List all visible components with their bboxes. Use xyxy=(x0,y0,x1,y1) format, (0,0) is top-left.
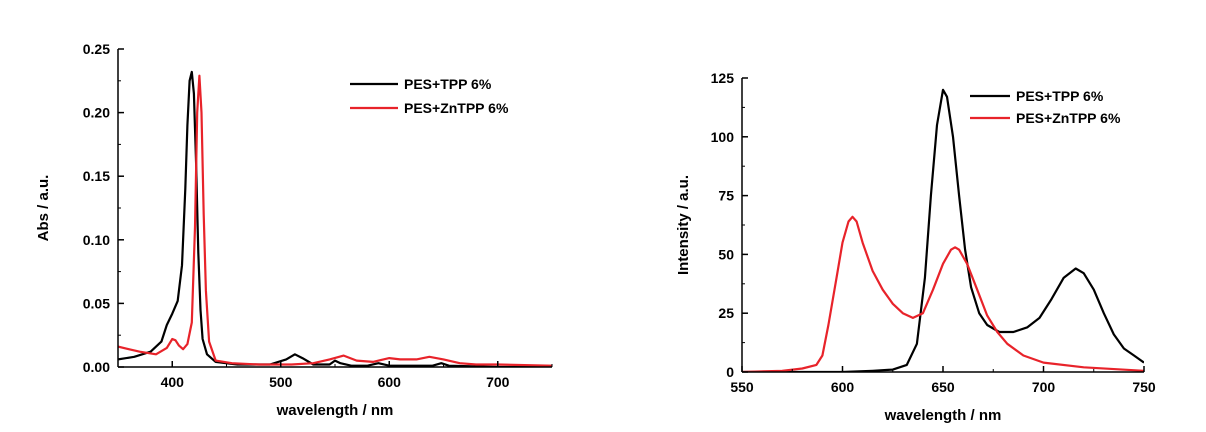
x-tick-label: 700 xyxy=(1032,379,1056,395)
x-tick-label: 650 xyxy=(931,379,955,395)
x-axis-label: wavelength / nm xyxy=(276,402,394,419)
x-axis-label: wavelength / nm xyxy=(884,407,1002,424)
x-tick-label: 700 xyxy=(486,374,510,390)
series-line-1 xyxy=(118,74,552,367)
y-tick-label: 0.25 xyxy=(83,41,110,57)
y-tick-label: 0.20 xyxy=(83,105,110,121)
legend-label-1: PES+ZnTPP 6% xyxy=(404,100,509,116)
series-line-0 xyxy=(742,88,1144,372)
y-tick-label: 125 xyxy=(711,70,735,86)
emission-chart: 550 600 650 700 750 0 25 50 75 100 125 wavelength /… xyxy=(675,70,1156,424)
legend-label-0: PES+TPP 6% xyxy=(404,76,492,92)
x-tick-label: 550 xyxy=(730,379,754,395)
y-tick-label: 0.05 xyxy=(83,295,110,311)
y-tick-label: 75 xyxy=(718,188,734,204)
y-tick-label: 0.10 xyxy=(83,232,110,248)
x-tick-label: 400 xyxy=(161,374,185,390)
y-axis-label: Abs / a.u. xyxy=(35,175,52,242)
x-tick-label: 600 xyxy=(831,379,855,395)
x-tick-label: 500 xyxy=(269,374,293,390)
y-tick-label: 0.15 xyxy=(83,168,110,184)
y-tick-label: 50 xyxy=(718,246,734,262)
y-axis-label: Intensity / a.u. xyxy=(675,175,692,275)
legend-label-0: PES+TPP 6% xyxy=(1016,88,1104,104)
legend-label-1: PES+ZnTPP 6% xyxy=(1016,110,1121,126)
x-tick-label: 750 xyxy=(1132,379,1156,395)
series-line-0 xyxy=(118,70,552,367)
y-tick-label: 100 xyxy=(711,129,735,145)
y-tick-label: 0.00 xyxy=(83,359,110,375)
x-tick-label: 600 xyxy=(378,374,402,390)
y-tick-label: 0 xyxy=(726,364,734,380)
series-line-1 xyxy=(742,215,1144,372)
y-tick-label: 25 xyxy=(718,305,734,321)
absorbance-chart: 400 500 600 700 0.00 0.05 0.10 0.15 0.20 0.25 wave… xyxy=(35,41,553,419)
